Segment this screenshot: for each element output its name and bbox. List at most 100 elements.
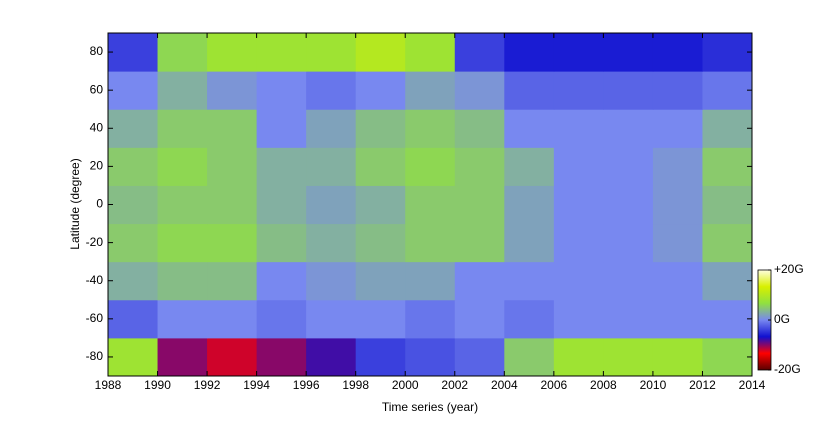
heatmap-cell: [405, 185, 456, 225]
x-tick-label: 2014: [739, 378, 766, 392]
heatmap-cell: [108, 147, 159, 186]
heatmap-cell: [652, 71, 703, 110]
y-tick-label: 80: [90, 44, 104, 58]
heatmap-cell: [504, 33, 555, 72]
heatmap-cell: [355, 147, 406, 186]
heatmap-cell: [207, 261, 258, 301]
heatmap-cell: [306, 147, 357, 186]
y-tick-label: -60: [86, 311, 104, 325]
heatmap-cell: [603, 71, 654, 110]
heatmap-cell: [157, 71, 208, 110]
y-tick-label: -80: [86, 349, 104, 363]
heatmap-cell: [405, 261, 456, 301]
x-tick-label: 1992: [194, 378, 221, 392]
heatmap-cell: [652, 337, 703, 377]
x-tick-label: 2002: [441, 378, 468, 392]
heatmap-cell: [306, 109, 357, 148]
heatmap-cell: [454, 185, 505, 225]
heatmap-cell: [355, 109, 406, 148]
heatmap-cell: [702, 147, 753, 186]
heatmap-cell: [157, 147, 208, 186]
heatmap-cell: [702, 185, 753, 225]
heatmap-cell: [256, 185, 307, 225]
y-tick-label: -40: [86, 273, 104, 287]
heatmap-cell: [702, 261, 753, 301]
heatmap-cell: [157, 299, 208, 339]
y-tick-label: 0: [96, 197, 103, 211]
x-tick-label: 2000: [392, 378, 419, 392]
heatmap-cell: [306, 261, 357, 301]
heatmap-cell: [306, 33, 357, 72]
heatmap-cell: [553, 337, 604, 377]
heatmap-cell: [306, 299, 357, 339]
heatmap-cell: [702, 33, 753, 72]
heatmap-cell: [306, 337, 357, 377]
heatmap-cell: [207, 147, 258, 186]
heatmap-cell: [405, 109, 456, 148]
heatmap-cell: [652, 185, 703, 225]
heatmap-cell: [207, 109, 258, 148]
heatmap-cell: [405, 299, 456, 339]
heatmap-cell: [504, 337, 555, 377]
x-tick-label: 1998: [342, 378, 369, 392]
heatmap-cell: [355, 185, 406, 225]
heatmap-cell: [157, 261, 208, 301]
heatmap-cell: [108, 71, 159, 110]
heatmap-cell: [454, 33, 505, 72]
heatmap-cell: [553, 71, 604, 110]
heatmap-cell: [454, 223, 505, 263]
heatmap-cell: [454, 147, 505, 186]
heatmap-cell: [306, 185, 357, 225]
y-tick-label: 60: [90, 82, 104, 96]
heatmap-cell: [702, 71, 753, 110]
heatmap-cell: [355, 223, 406, 263]
heatmap-cell: [157, 223, 208, 263]
x-tick-label: 1990: [144, 378, 171, 392]
y-tick-label: 20: [90, 159, 104, 173]
x-tick-label: 1996: [293, 378, 320, 392]
heatmap-cell: [454, 71, 505, 110]
heatmap-cell: [553, 109, 604, 148]
heatmap-cell: [504, 185, 555, 225]
heatmap-cell: [504, 261, 555, 301]
heatmap-cell: [652, 299, 703, 339]
colorbar-tick-label: -20G: [774, 362, 801, 376]
heatmap-cell: [405, 223, 456, 263]
heatmap-cell: [256, 71, 307, 110]
heatmap-cell: [207, 71, 258, 110]
heatmap-cell: [108, 299, 159, 339]
heatmap-cell: [306, 71, 357, 110]
heatmap-cell: [504, 147, 555, 186]
heatmap-cell: [454, 299, 505, 339]
heatmap-cell: [355, 299, 406, 339]
x-tick-label: 2006: [540, 378, 567, 392]
y-tick-label: 40: [90, 120, 104, 134]
heatmap-cell: [207, 299, 258, 339]
heatmap-cell: [256, 147, 307, 186]
heatmap-cell: [603, 337, 654, 377]
heatmap-cell: [355, 261, 406, 301]
y-tick-label: -20: [86, 235, 104, 249]
heatmap-cell: [256, 337, 307, 377]
heatmap-cell: [108, 223, 159, 263]
heatmap-cell: [256, 299, 307, 339]
heatmap-cell: [454, 109, 505, 148]
heatmap-cell: [355, 33, 406, 72]
heatmap-cell: [207, 337, 258, 377]
heatmap-cell: [108, 109, 159, 148]
heatmap-cell: [454, 261, 505, 301]
colorbar-tick-label: 0G: [774, 312, 790, 326]
heatmap-cell: [355, 337, 406, 377]
x-tick-label: 2004: [491, 378, 518, 392]
heatmap-cell: [652, 109, 703, 148]
heatmap-cell: [108, 261, 159, 301]
heatmap-cell: [108, 33, 159, 72]
heatmap-cell: [108, 337, 159, 377]
heatmap-cell: [702, 337, 753, 377]
heatmap-cell: [702, 299, 753, 339]
heatmap-cell: [603, 109, 654, 148]
x-tick-label: 1988: [95, 378, 122, 392]
heatmap-cell: [652, 33, 703, 72]
heatmap-cell: [504, 223, 555, 263]
